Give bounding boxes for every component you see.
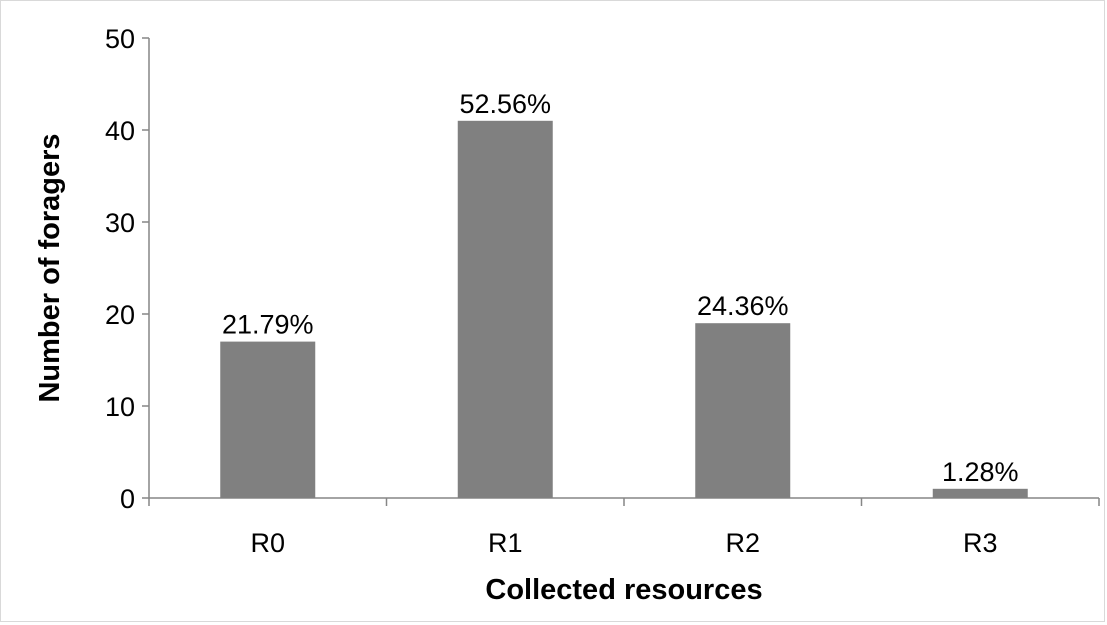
x-tick-label: R2 (725, 528, 760, 558)
y-tick-label: 0 (120, 484, 135, 514)
bar-r3 (932, 488, 1028, 498)
y-tick-label: 30 (105, 208, 135, 238)
x-axis-title: Collected resources (485, 574, 762, 606)
y-tick-label: 50 (105, 24, 135, 54)
x-tick-label: R1 (488, 528, 523, 558)
data-label: 24.36% (697, 291, 789, 321)
y-tick-label: 20 (105, 300, 135, 330)
data-label: 52.56% (459, 89, 551, 119)
bar-r0 (220, 341, 316, 498)
x-axis: R0 R1 R2 R3 (148, 497, 1100, 558)
x-tick-label: R3 (963, 528, 998, 558)
data-labels-group: 21.79% 52.56% 24.36% 1.28% (222, 89, 1019, 487)
y-tick-label: 10 (105, 392, 135, 422)
y-axis-title: Number of foragers (34, 133, 66, 402)
y-tick-label: 40 (105, 116, 135, 146)
data-label: 1.28% (942, 457, 1019, 487)
bar-r1 (457, 120, 553, 499)
x-tick-label: R0 (250, 528, 285, 558)
data-label: 21.79% (222, 310, 314, 340)
bars-group (220, 120, 1028, 499)
bar-r2 (695, 323, 791, 498)
y-axis: 0 10 20 30 40 50 (105, 24, 150, 514)
